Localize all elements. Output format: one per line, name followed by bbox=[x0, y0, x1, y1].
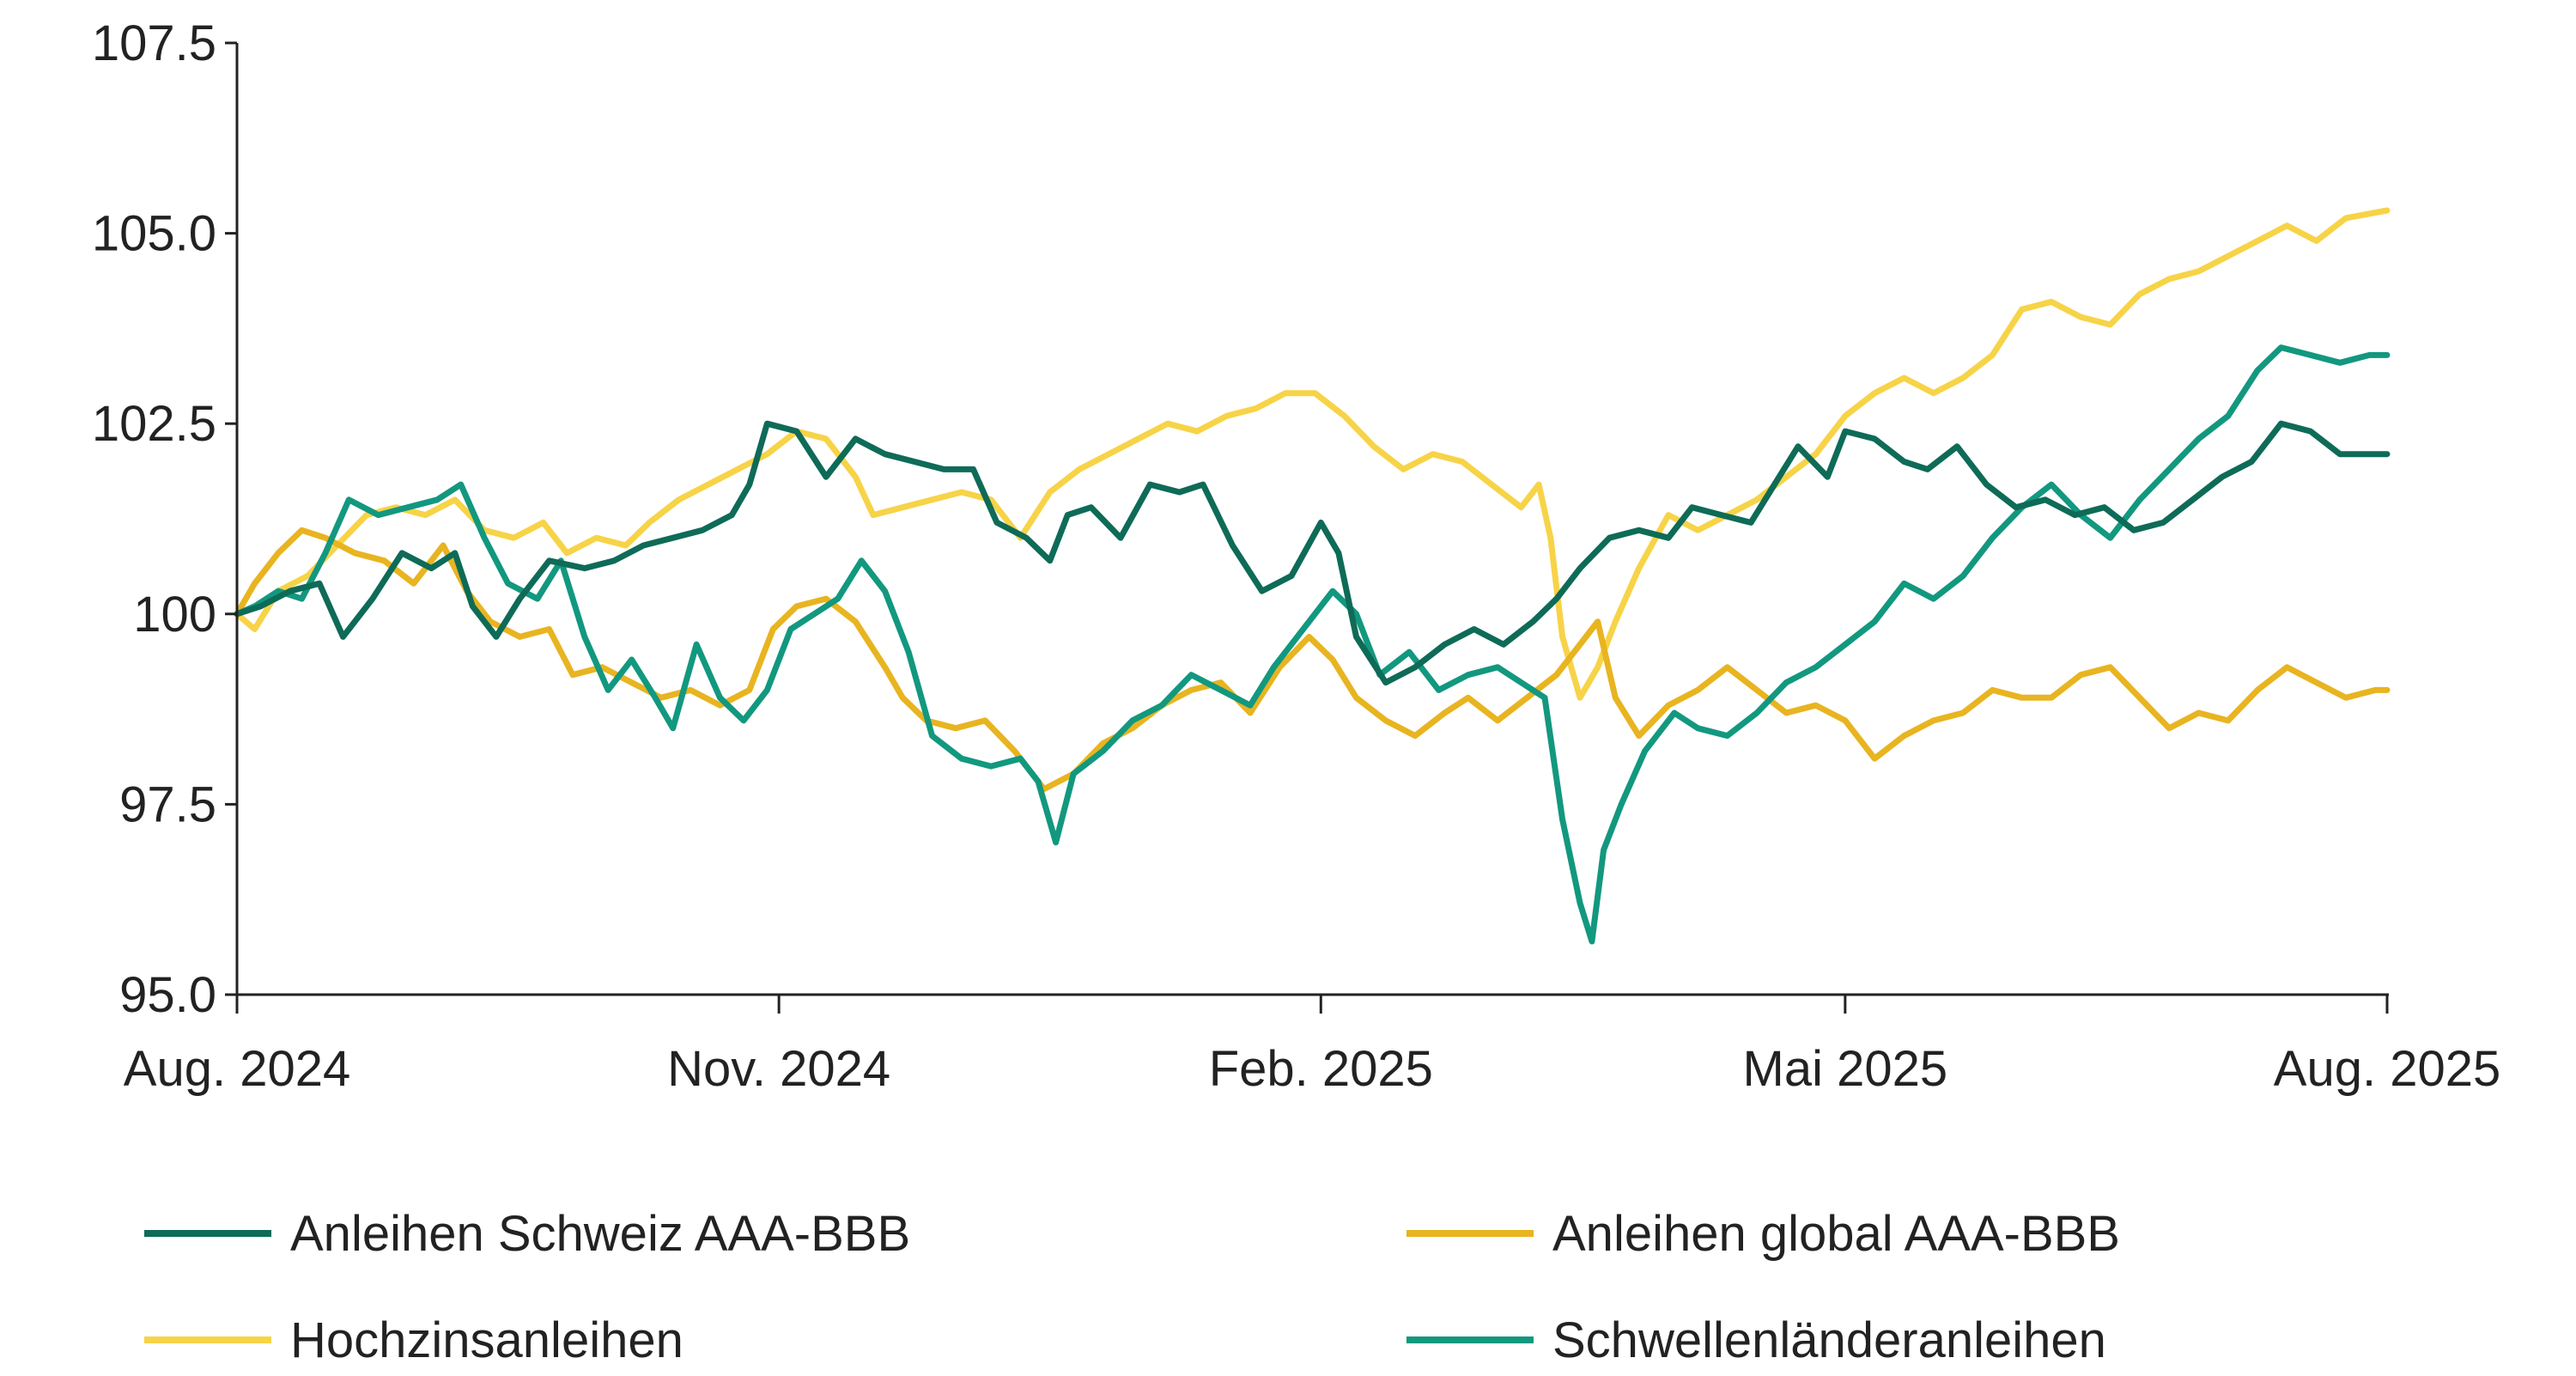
series-line-1 bbox=[234, 527, 2391, 793]
legend-label: Schwellenländeranleihen bbox=[1552, 1312, 2106, 1368]
series-lines bbox=[234, 207, 2391, 945]
x-axis-ticks: Aug. 2024 Nov. 2024 Feb. 2025 Mai 2025 Aug. … bbox=[124, 995, 2500, 1097]
legend: Anleihen Schweiz AAA-BBB Anleihen global … bbox=[144, 1206, 2120, 1368]
y-tick-label: 97.5 bbox=[119, 776, 216, 832]
y-tick-label: 100 bbox=[133, 587, 216, 642]
legend-label: Anleihen Schweiz AAA-BBB bbox=[290, 1206, 910, 1262]
series-line-0 bbox=[234, 420, 2391, 686]
x-tick-label: Feb. 2025 bbox=[1209, 1041, 1433, 1097]
y-axis-ticks: 95.0 97.5 100 102.5 105.0 107.5 bbox=[92, 15, 237, 1023]
series-line-2 bbox=[234, 207, 2391, 701]
axes bbox=[235, 43, 2389, 996]
x-tick-label: Aug. 2025 bbox=[2274, 1041, 2500, 1097]
legend-label: Anleihen global AAA-BBB bbox=[1552, 1206, 2120, 1262]
y-tick-label: 105.0 bbox=[92, 206, 216, 262]
y-tick-label: 102.5 bbox=[92, 396, 216, 452]
y-tick-label: 107.5 bbox=[92, 15, 216, 71]
x-tick-label: Nov. 2024 bbox=[667, 1041, 890, 1097]
x-tick-label: Mai 2025 bbox=[1743, 1041, 1948, 1097]
y-tick-label: 95.0 bbox=[119, 967, 216, 1023]
x-tick-label: Aug. 2024 bbox=[124, 1041, 350, 1097]
legend-label: Hochzinsanleihen bbox=[290, 1312, 683, 1368]
series-line-3 bbox=[234, 344, 2391, 945]
